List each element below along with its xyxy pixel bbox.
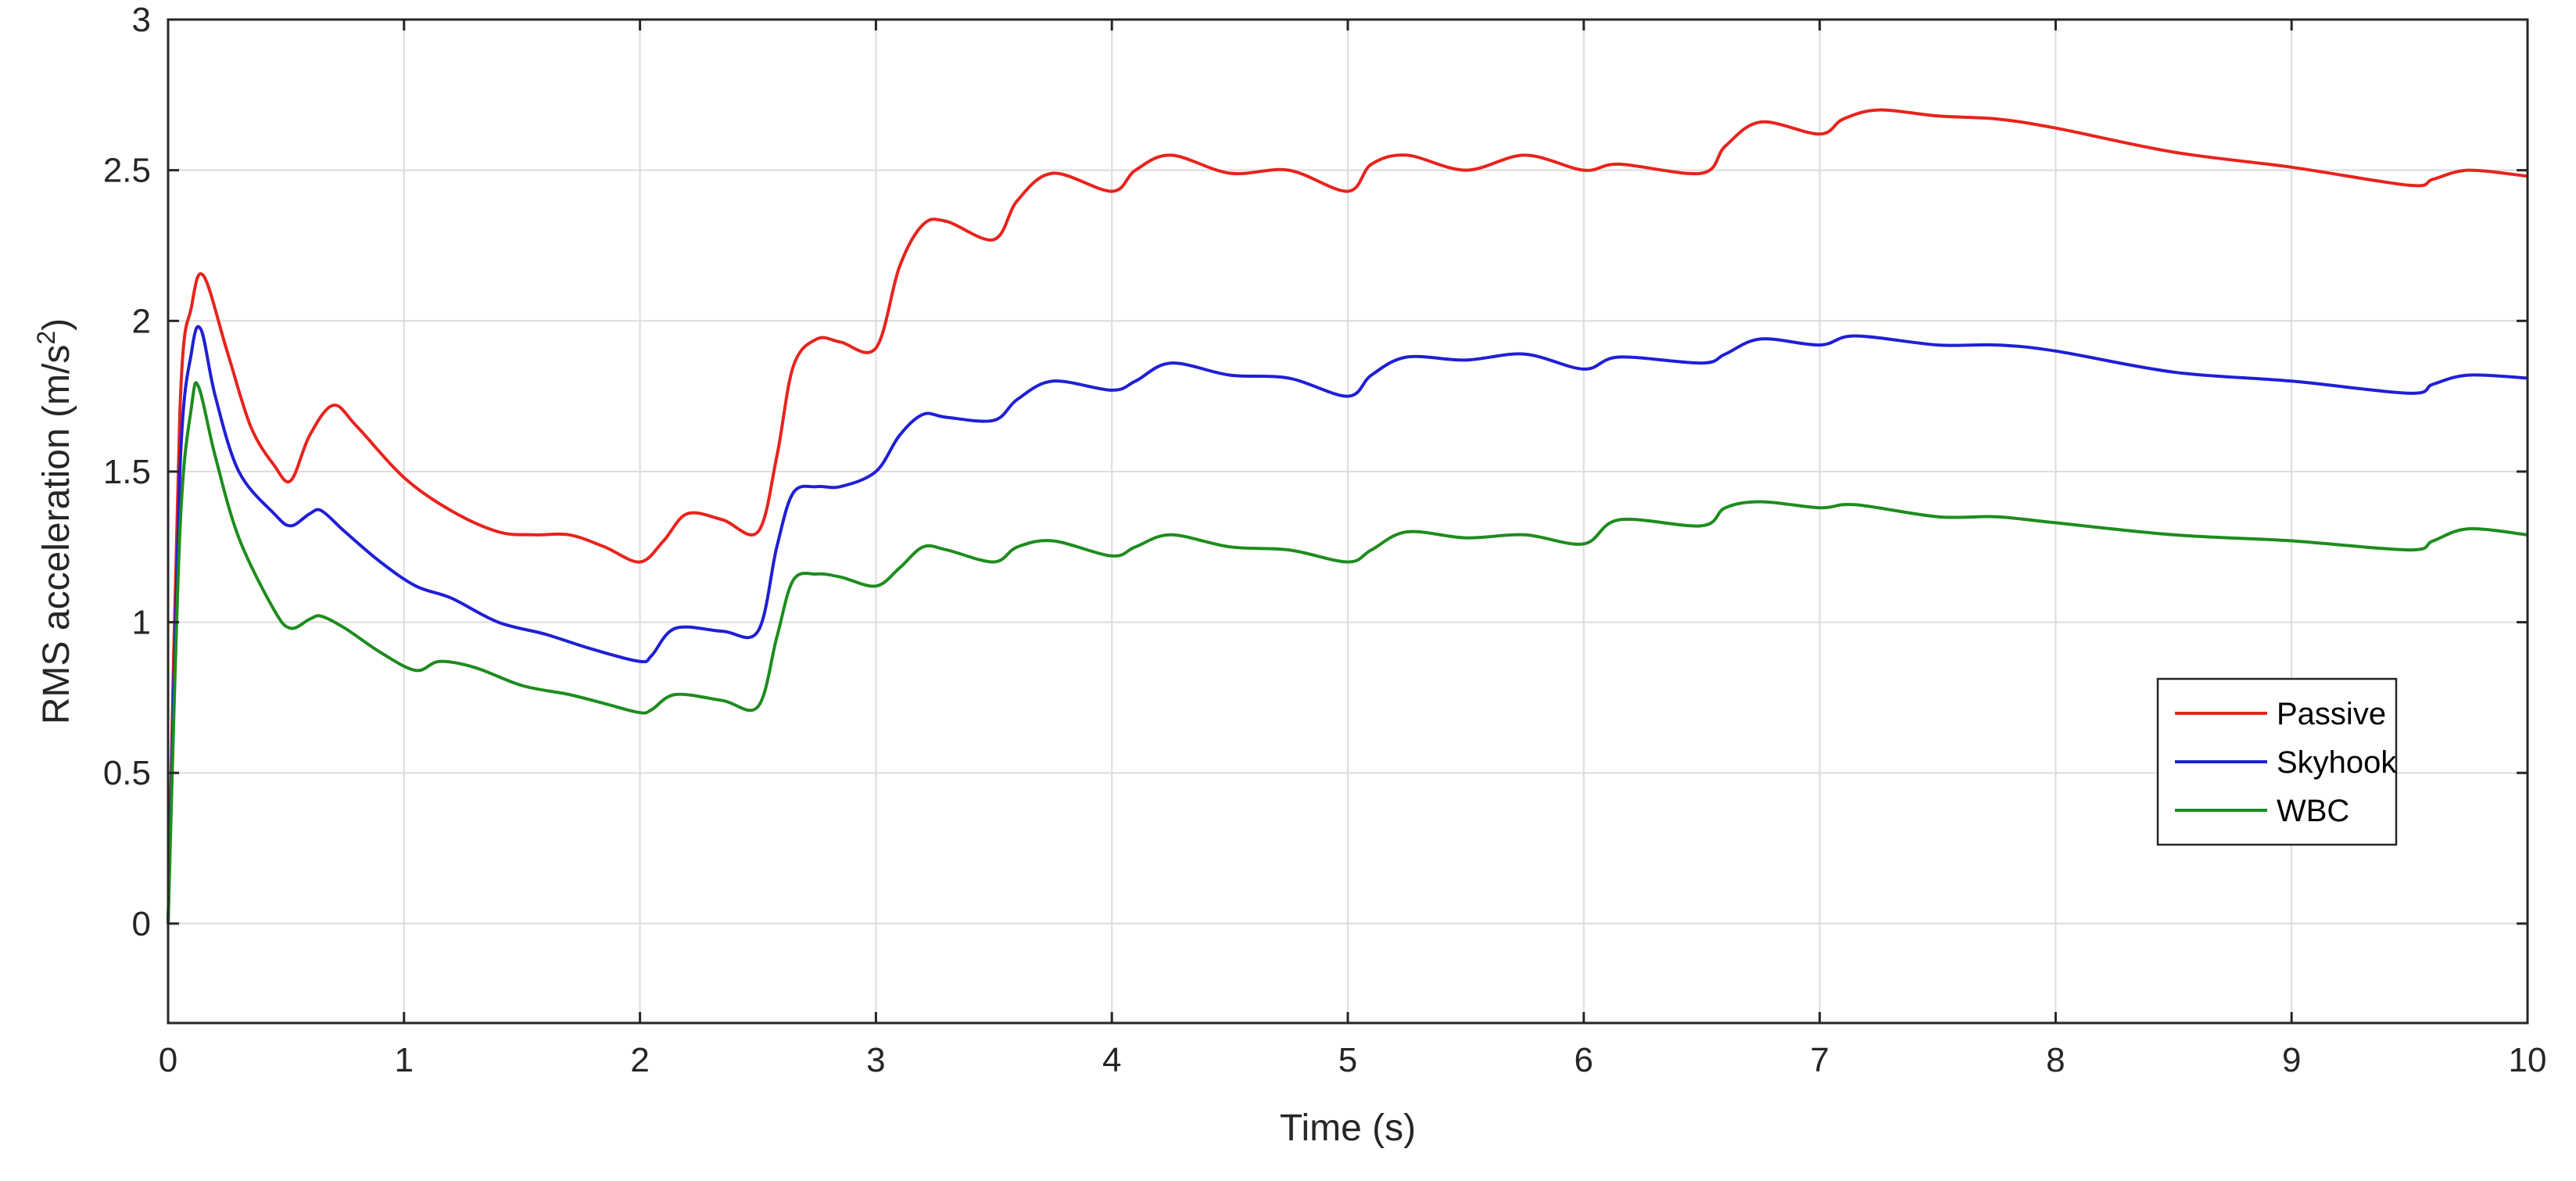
x-tick-label: 8 [2046,1041,2065,1079]
legend-label-passive: Passive [2277,697,2386,731]
y-tick-label: 2 [132,302,151,340]
legend-label-wbc: WBC [2277,794,2349,828]
series-line-wbc [167,381,2528,924]
tick-labels: 0 1 2 3 4 5 6 7 8 9 10 0 0.5 1 1.5 2 2.5 3 [103,1,2547,1079]
y-tick-label: 1 [132,604,151,642]
y-tick-label: 3 [132,1,151,39]
x-tick-label: 0 [159,1041,177,1079]
legend-label-skyhook: Skyhook [2277,745,2397,780]
y-tick-label: 0 [132,905,151,943]
y-axis-title: RMS acceleration (m/s2) [32,318,77,724]
y-tick-label: 2.5 [103,152,151,190]
y-tick-label: 0.5 [103,754,151,792]
x-tick-label: 6 [1575,1041,1593,1079]
x-tick-label: 5 [1338,1041,1357,1079]
legend: Passive Skyhook WBC [2156,677,2397,846]
x-tick-label: 7 [1810,1041,1829,1079]
x-tick-label: 2 [630,1041,649,1079]
series-line-passive [167,108,2528,924]
x-axis-title: Time (s) [1280,1107,1416,1149]
y-tick-label: 1.5 [103,453,151,491]
series-line-skyhook [167,325,2528,924]
series-lines [167,108,2528,924]
x-tick-label: 4 [1102,1041,1121,1079]
x-tick-label: 3 [866,1041,885,1079]
tick-marks [167,18,2529,1023]
x-tick-label: 10 [2509,1041,2547,1079]
x-tick-label: 1 [395,1041,414,1079]
x-tick-label: 9 [2282,1041,2301,1079]
